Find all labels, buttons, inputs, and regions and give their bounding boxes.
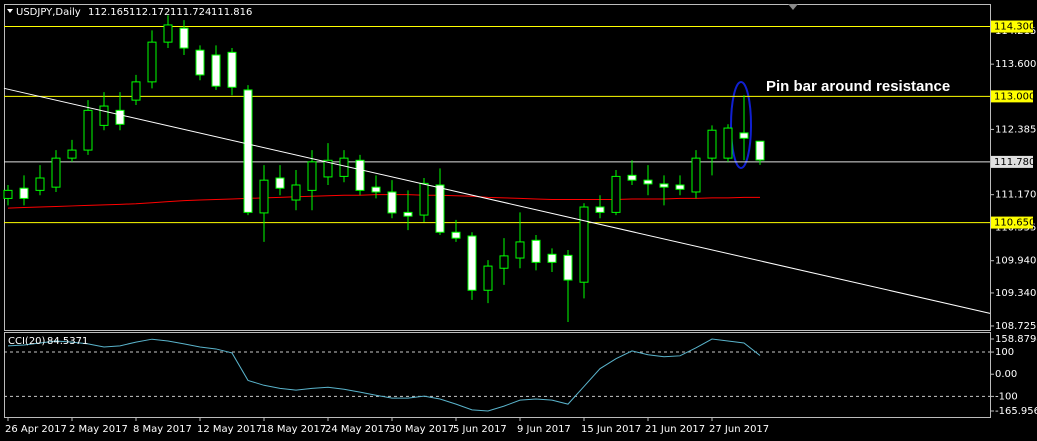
y-tick-label: 109.940 xyxy=(995,256,1036,267)
level-label: 114.300 xyxy=(994,22,1035,33)
candle-body xyxy=(499,255,509,269)
cci-panel xyxy=(4,332,991,418)
candle-body xyxy=(467,235,477,291)
candle-body xyxy=(675,184,685,190)
x-tick-label: 2 May 2017 xyxy=(69,424,128,435)
x-tick-label: 15 Jun 2017 xyxy=(581,424,641,435)
header-low: 111.724 xyxy=(170,7,211,18)
shift-marker[interactable] xyxy=(788,4,798,10)
x-tick-label: 27 Jun 2017 xyxy=(709,424,769,435)
y-tick-label: 0.00 xyxy=(995,369,1017,380)
candle-body xyxy=(739,132,749,139)
candle-body xyxy=(387,191,397,214)
candle-body xyxy=(563,254,573,281)
cci-title: CCI(20) xyxy=(8,336,46,347)
candle-body xyxy=(595,206,605,213)
candle-body xyxy=(195,49,205,76)
annotation: Pin bar around resistance xyxy=(766,78,950,95)
y-tick-label: 108.725 xyxy=(995,321,1036,332)
candle-body xyxy=(723,127,733,159)
candle-body xyxy=(659,183,669,188)
candle-body xyxy=(323,159,333,178)
x-tick-label: 8 May 2017 xyxy=(133,424,192,435)
candle-body xyxy=(243,89,253,213)
level-label: 113.000 xyxy=(994,91,1035,102)
moving-average xyxy=(7,194,760,209)
candle-body xyxy=(403,211,413,217)
level-box xyxy=(991,216,1033,229)
candle-body xyxy=(179,27,189,49)
candle-body xyxy=(339,157,349,177)
x-tick-label: 18 May 2017 xyxy=(261,424,326,435)
x-tick-label: 24 May 2017 xyxy=(325,424,390,435)
y-tick-label: 112.385 xyxy=(995,124,1036,135)
candle-body xyxy=(3,189,13,199)
candle-body xyxy=(643,179,653,185)
level-box xyxy=(991,155,1033,168)
candle-body xyxy=(531,239,541,263)
y-tick-label: -100 xyxy=(995,391,1018,402)
candle-body xyxy=(115,109,125,125)
candle-body xyxy=(83,109,93,151)
candle-body xyxy=(307,161,317,191)
candle-body xyxy=(51,157,61,188)
candle-body xyxy=(131,81,141,101)
x-tick-label: 30 May 2017 xyxy=(389,424,454,435)
candle-body xyxy=(275,177,285,189)
candle-body xyxy=(515,241,525,259)
candle-body xyxy=(259,179,269,214)
candle-body xyxy=(707,129,717,159)
x-tick-label: 5 Jun 2017 xyxy=(453,424,507,435)
header-high: 112.172 xyxy=(129,7,170,18)
y-tick-label: 111.170 xyxy=(995,190,1036,201)
candle-body xyxy=(163,24,173,43)
x-tick-label: 21 Jun 2017 xyxy=(645,424,705,435)
menu-arrow[interactable] xyxy=(7,9,13,13)
y-tick-label: 158.8794 xyxy=(995,334,1037,345)
y-tick-label: 109.340 xyxy=(995,288,1036,299)
candle-body xyxy=(227,51,237,88)
candle-body xyxy=(755,140,765,161)
candle-body xyxy=(435,184,445,233)
symbol-title: USDJPY,Daily xyxy=(16,7,81,18)
level-box xyxy=(991,90,1033,103)
candle-body xyxy=(371,186,381,193)
level-label: 110.650 xyxy=(994,218,1035,229)
candle-body xyxy=(19,187,29,199)
trendline xyxy=(3,87,991,314)
candle-body xyxy=(451,231,461,239)
candle-body xyxy=(419,182,429,216)
x-tick-label: 26 Apr 2017 xyxy=(5,424,67,435)
candle-body xyxy=(355,159,365,191)
x-tick-label: 12 May 2017 xyxy=(197,424,262,435)
highlight-ellipse xyxy=(730,81,752,169)
y-tick-label: -165.9565 xyxy=(995,406,1037,417)
header-open: 112.165 xyxy=(88,7,129,18)
cci-line xyxy=(7,338,761,412)
candle-body xyxy=(611,175,621,213)
candle-body xyxy=(35,177,45,191)
y-tick-label: 113.600 xyxy=(995,59,1036,70)
level-box xyxy=(991,20,1033,33)
price-panel xyxy=(4,4,991,331)
y-tick-label: 100 xyxy=(995,347,1014,358)
candle-body xyxy=(691,157,701,193)
candle-body xyxy=(627,174,637,181)
cci-value: 84.5371 xyxy=(47,336,88,347)
candle-body xyxy=(67,149,77,159)
candle-body xyxy=(547,253,557,263)
candle-body xyxy=(579,206,589,283)
candle-body xyxy=(483,265,493,291)
x-tick-label: 9 Jun 2017 xyxy=(517,424,571,435)
candle-body xyxy=(291,184,301,201)
candle-body xyxy=(211,54,221,87)
header-close: 111.816 xyxy=(211,7,252,18)
candle-body xyxy=(147,41,157,83)
candle-body xyxy=(99,105,109,126)
level-label: 111.780 xyxy=(994,157,1035,168)
